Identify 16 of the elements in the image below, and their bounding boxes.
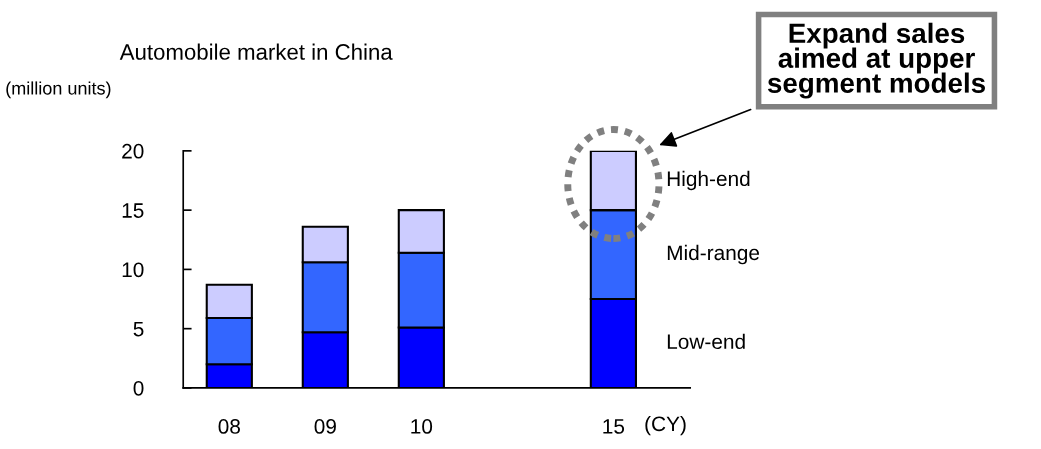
series-label: Mid-range [667,244,760,265]
series-label: High-end [667,170,750,191]
x-axis-title: (CY) [645,415,686,436]
y-tick-label: 0 [133,380,144,396]
x-tick-label: 10 [411,419,433,434]
y-axis-title: (million units) [6,81,111,99]
y-tick-label: 5 [133,321,144,337]
x-tick-label: 09 [314,419,336,434]
x-tick-label: 15 [603,419,625,434]
series-label: Low-end [667,333,745,350]
y-tick-label: 10 [122,262,144,278]
chart-title: Automobile market in China [119,43,393,60]
y-tick-label: 15 [122,203,144,218]
y-tick-label: 20 [122,143,144,159]
text: Expand sales aimed at upper segment models [767,22,985,99]
x-tick-label: 08 [218,419,240,434]
